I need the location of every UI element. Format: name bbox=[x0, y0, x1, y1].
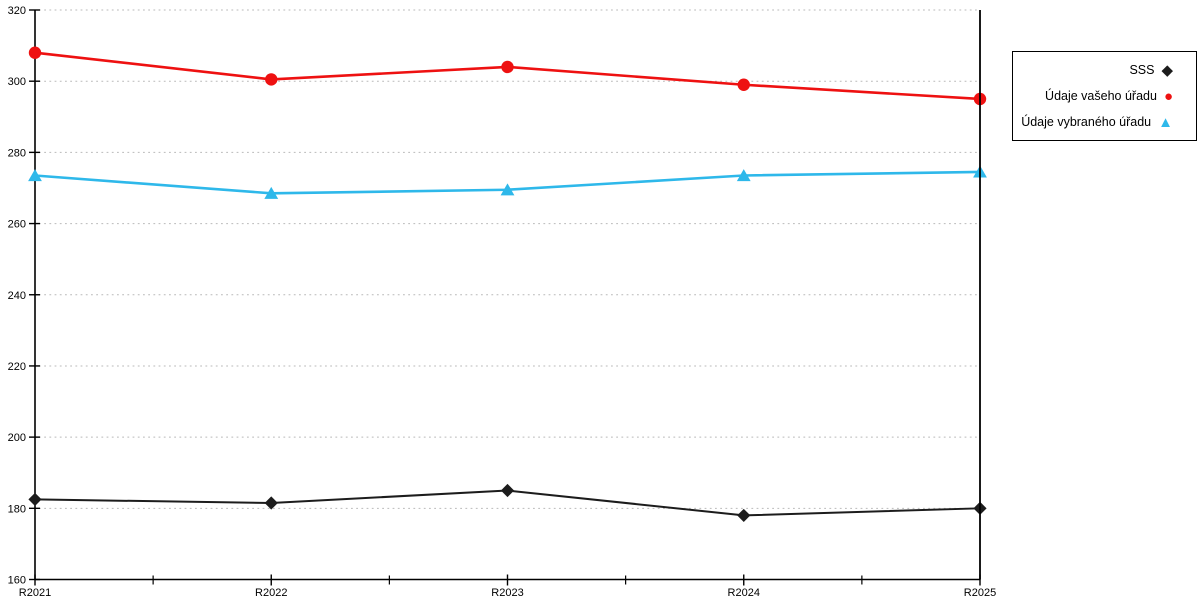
data-point-triangle bbox=[500, 183, 515, 196]
data-point-circle bbox=[737, 78, 750, 91]
data-point-diamond bbox=[264, 496, 278, 510]
y-axis-tick-label: 200 bbox=[8, 432, 26, 444]
legend-item-sss: SSS ◆ bbox=[1019, 63, 1173, 78]
legend-item-udaje-vybraneho-uradu: Údaje vybraného úřadu ▲ bbox=[1019, 115, 1173, 130]
y-axis-tick-label: 280 bbox=[8, 147, 26, 159]
data-point-diamond bbox=[28, 492, 42, 507]
data-point-circle bbox=[28, 46, 42, 59]
y-axis-tick-label: 220 bbox=[8, 361, 26, 373]
y-axis-tick-label: 320 bbox=[8, 5, 26, 17]
y-axis-tick-label: 180 bbox=[8, 503, 26, 515]
series-line-circle bbox=[34, 51, 981, 101]
diamond-icon: ◆ bbox=[1161, 61, 1173, 79]
data-point-diamond bbox=[500, 483, 515, 498]
data-point-circle bbox=[501, 60, 514, 74]
triangle-icon: ▲ bbox=[1158, 113, 1173, 131]
x-axis-tick-label: R2021 bbox=[19, 587, 51, 599]
x-axis-tick-label: R2022 bbox=[255, 587, 287, 599]
legend-label-udaje-vybraneho-uradu: Údaje vybraného úřadu bbox=[1021, 115, 1152, 129]
legend: SSS ◆ Údaje vašeho úřadu ● Údaje vybrané… bbox=[1012, 51, 1197, 141]
data-point-triangle bbox=[264, 186, 279, 199]
data-point-diamond bbox=[737, 508, 751, 523]
y-axis-tick-label: 260 bbox=[8, 219, 26, 231]
y-axis-tick-label: 300 bbox=[8, 76, 26, 88]
legend-label-udaje-vaseho-uradu: Údaje vašeho úřadu bbox=[1045, 89, 1157, 103]
legend-item-udaje-vaseho-uradu: Údaje vašeho úřadu ● bbox=[1019, 89, 1173, 104]
x-axis-tick-label: R2024 bbox=[728, 587, 760, 599]
data-point-circle bbox=[265, 73, 278, 86]
x-axis-tick-label: R2025 bbox=[964, 587, 996, 599]
circle-icon: ● bbox=[1163, 87, 1173, 105]
legend-label-sss: SSS bbox=[1129, 63, 1155, 77]
data-point-triangle bbox=[736, 169, 751, 182]
y-axis-tick-label: 240 bbox=[8, 290, 26, 302]
x-axis-tick-label: R2023 bbox=[491, 587, 523, 599]
y-axis-tick-label: 160 bbox=[8, 575, 26, 587]
data-point-triangle bbox=[28, 169, 42, 182]
